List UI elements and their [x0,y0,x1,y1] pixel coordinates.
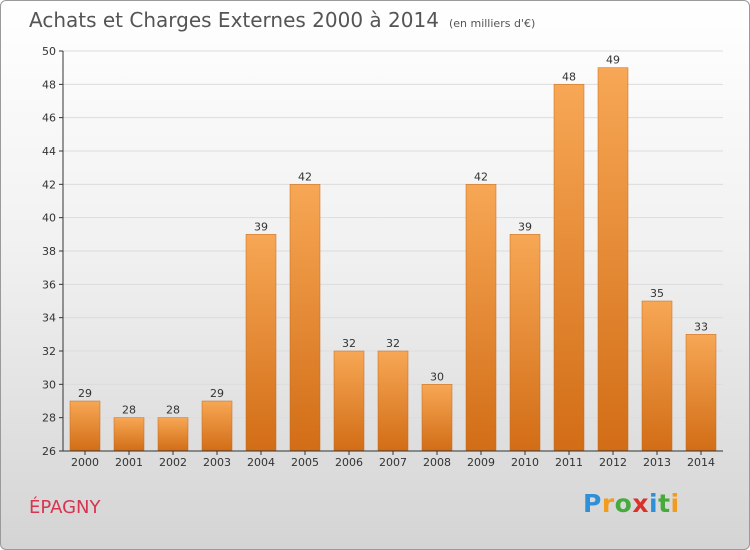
x-tick-label: 2003 [203,456,231,469]
x-tick-label: 2002 [159,456,187,469]
bar-value-label: 32 [342,337,356,350]
x-tick-label: 2009 [467,456,495,469]
y-tick-label: 48 [42,78,56,91]
y-tick-label: 36 [42,278,56,291]
bar [509,234,541,452]
bar-value-label: 35 [650,287,664,300]
y-tick-label: 38 [42,245,56,258]
y-tick-label: 32 [42,345,56,358]
y-tick-label: 44 [42,145,56,158]
chart-unit: (en milliers d'€) [448,17,536,30]
x-tick-label: 2012 [599,456,627,469]
bar [377,350,409,452]
y-tick-label: 50 [42,45,56,58]
town-name: ÉPAGNY [29,497,101,518]
bar-value-label: 29 [210,387,224,400]
bar-value-label: 49 [606,54,620,67]
bar [113,417,145,452]
bar [421,384,453,452]
logo-letter: i [649,489,659,518]
bar [201,400,233,452]
x-tick-label: 2010 [511,456,539,469]
x-tick-label: 2013 [643,456,671,469]
logo-letter: t [658,489,671,518]
y-tick-label: 26 [42,445,56,458]
proxiti-logo: Proxiti [583,489,680,518]
bar [333,350,365,452]
x-tick-label: 2006 [335,456,363,469]
chart-title-text: Achats et Charges Externes 2000 à 2014 [29,8,439,32]
logo-letter: r [601,489,615,518]
x-tick-label: 2001 [115,456,143,469]
y-tick-label: 46 [42,112,56,125]
bar [289,184,321,452]
bar [245,234,277,452]
bar-value-label: 39 [518,220,532,233]
bar-value-label: 28 [166,404,180,417]
bar-value-label: 33 [694,320,708,333]
x-tick-label: 2011 [555,456,583,469]
bar-value-label: 30 [430,370,444,383]
logo-letter: P [583,489,602,518]
bar-value-label: 28 [122,404,136,417]
bar-value-label: 39 [254,220,268,233]
x-tick-label: 2005 [291,456,319,469]
x-tick-label: 2007 [379,456,407,469]
x-tick-label: 2000 [71,456,99,469]
y-tick-label: 30 [42,378,56,391]
bar-value-label: 29 [78,387,92,400]
bar [69,400,101,452]
y-tick-label: 40 [42,212,56,225]
x-tick-label: 2004 [247,456,275,469]
x-tick-label: 2014 [687,456,715,469]
logo-letter: i [670,489,680,518]
y-tick-label: 34 [42,312,56,325]
bar-value-label: 42 [298,170,312,183]
x-tick-label: 2008 [423,456,451,469]
bar-value-label: 32 [386,337,400,350]
bar [553,84,585,452]
logo-letter: x [632,489,649,518]
bar-value-label: 48 [562,70,576,83]
bar [597,67,629,452]
logo-letter: o [614,489,633,518]
y-tick-label: 42 [42,178,56,191]
bar [685,334,717,452]
bar-value-label: 42 [474,170,488,183]
bar [641,300,673,452]
bar [157,417,189,452]
bar [465,184,497,452]
chart-title: Achats et Charges Externes 2000 à 2014 (e… [29,8,535,32]
y-tick-label: 28 [42,412,56,425]
